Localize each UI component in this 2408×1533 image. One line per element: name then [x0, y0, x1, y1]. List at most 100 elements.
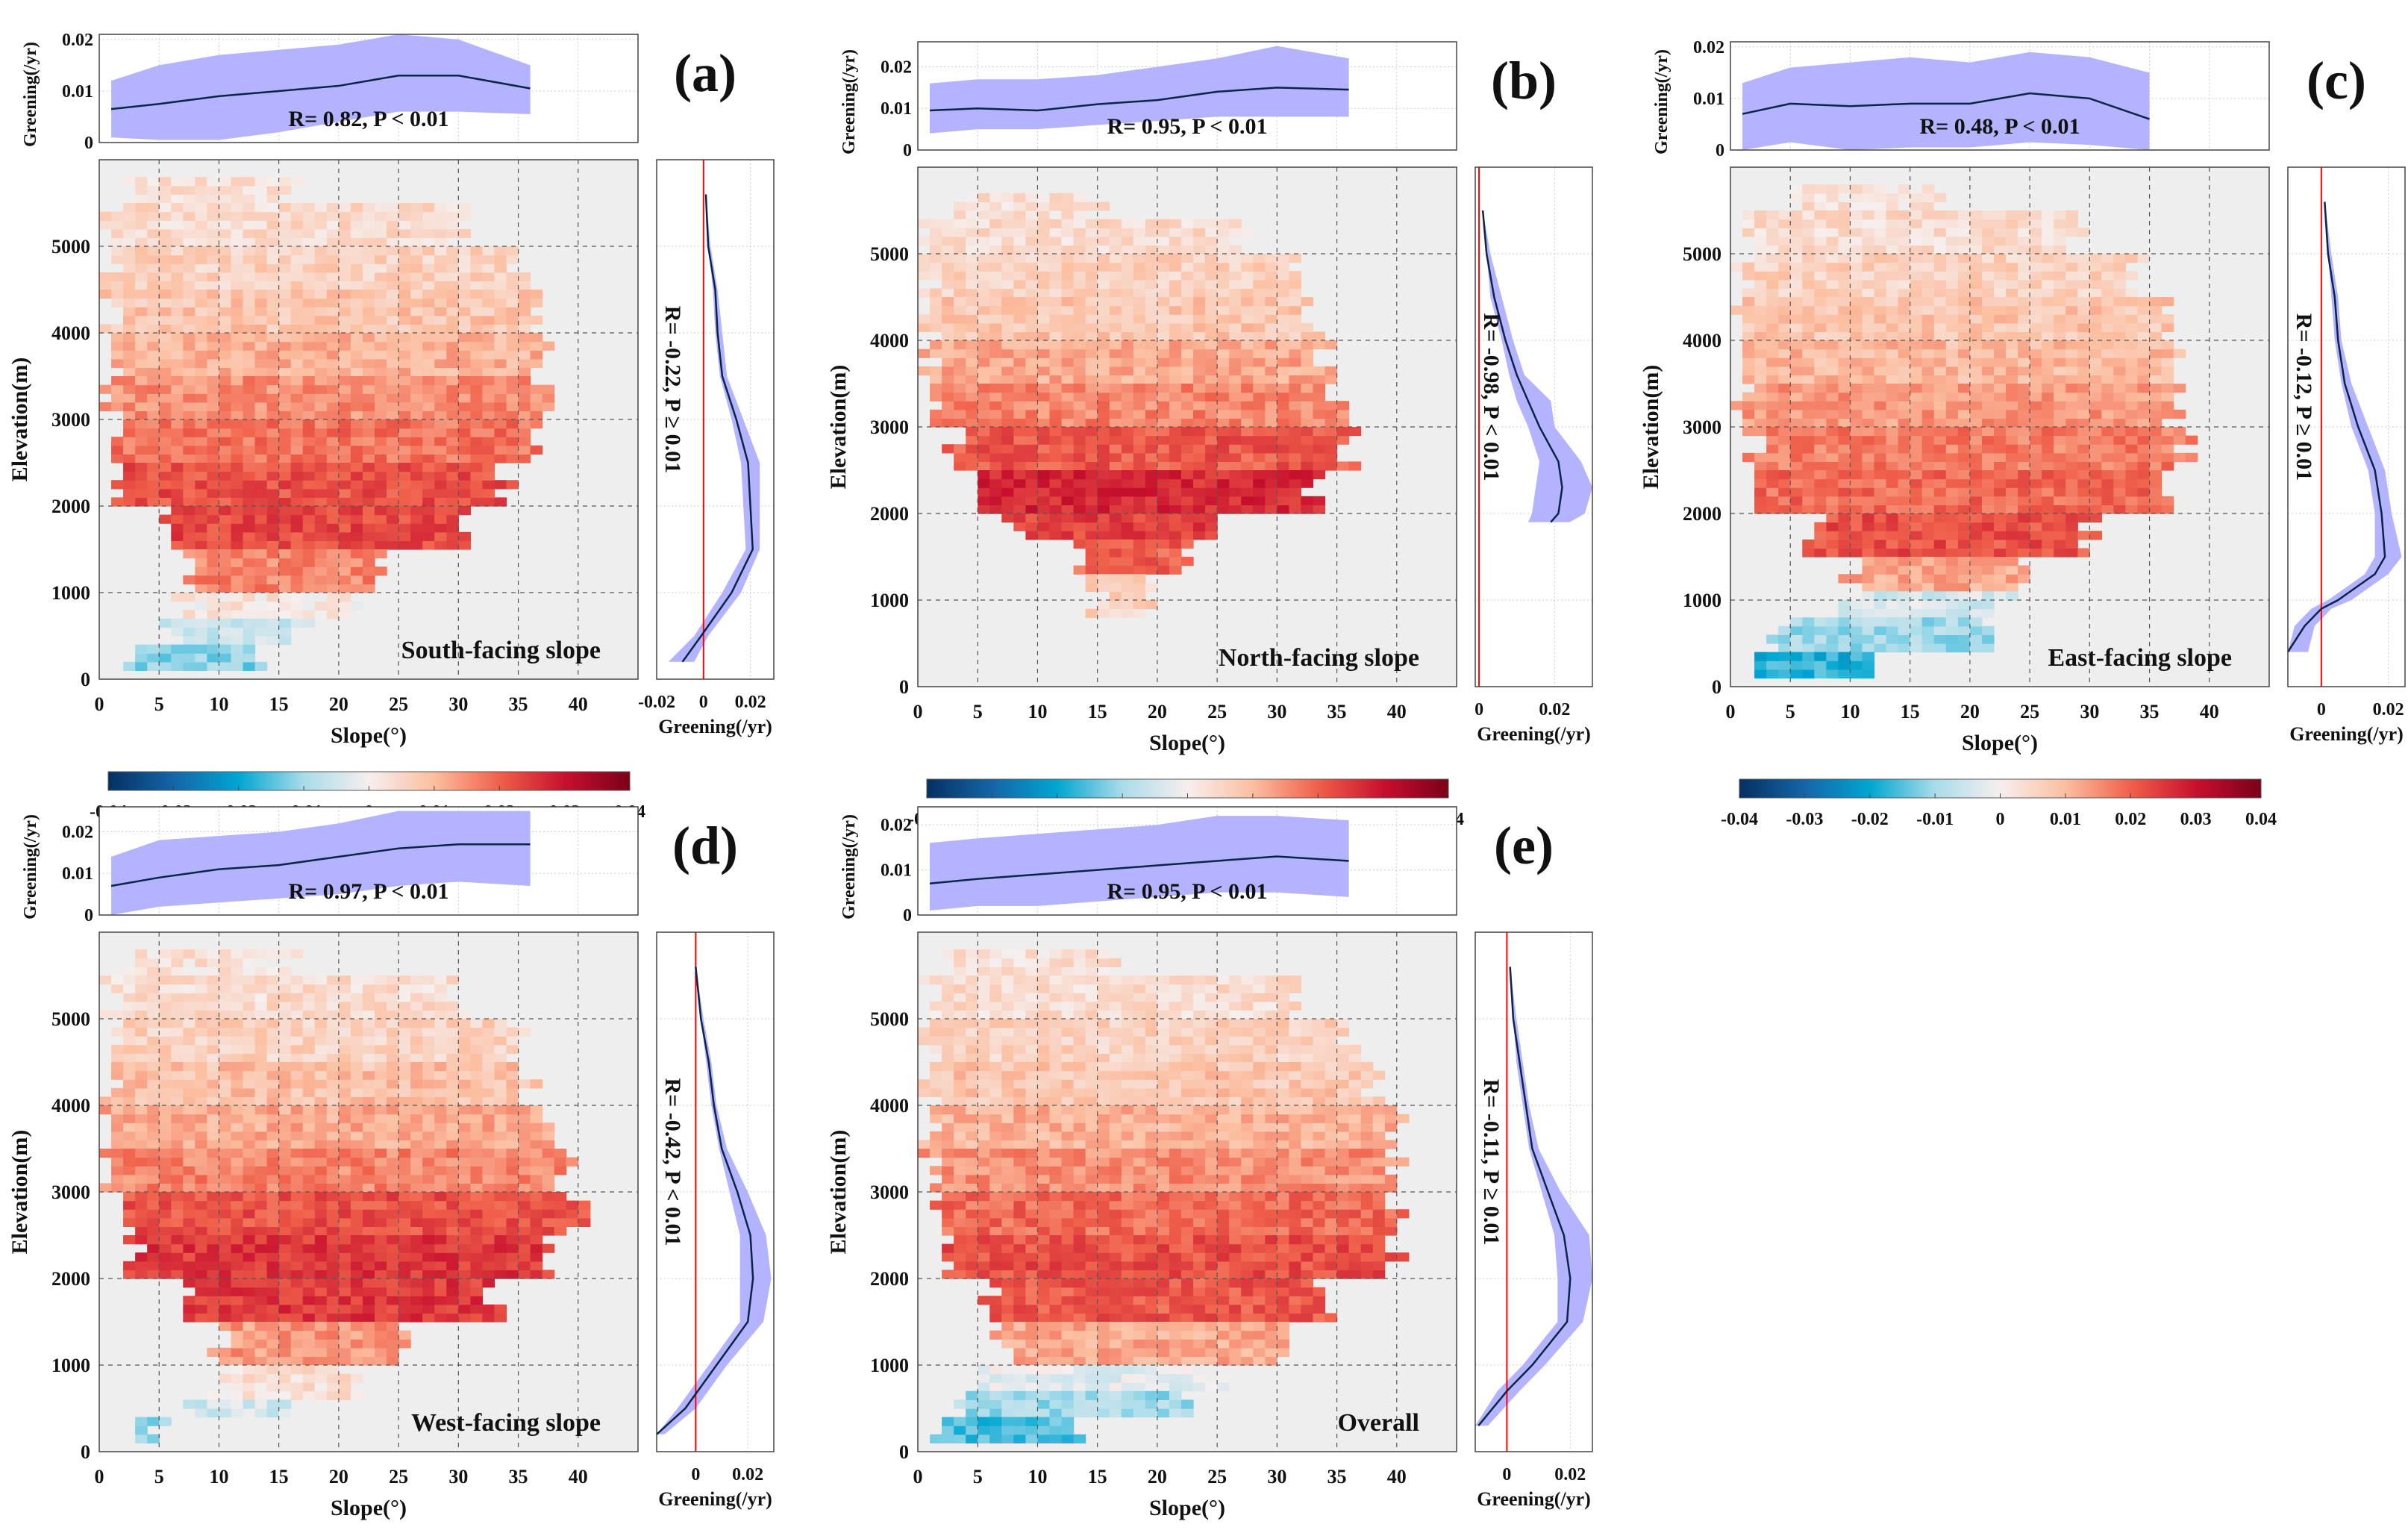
heatmap-cell	[1874, 202, 1887, 211]
heatmap-cell	[1193, 262, 1206, 272]
heatmap-cell	[1898, 193, 1911, 202]
top-correlation-stat: R= 0.95, P < 0.01	[1107, 114, 1267, 139]
heatmap-cell	[1217, 219, 1230, 228]
heatmap-cell	[1157, 340, 1170, 350]
heatmap-cell	[1145, 366, 1158, 375]
heatmap-cell	[1754, 452, 1767, 462]
heatmap-cell	[159, 454, 172, 463]
heatmap-cell	[1180, 418, 1194, 428]
heatmap-cell	[1933, 617, 1947, 627]
heatmap-cell	[1109, 427, 1122, 437]
heatmap-cell	[1898, 496, 1911, 505]
heatmap-cell	[1180, 322, 1194, 332]
heatmap-cell	[2018, 513, 2030, 523]
heatmap-cell	[135, 653, 148, 663]
heatmap-cell	[1802, 487, 1815, 497]
heatmap-cell	[1121, 435, 1134, 445]
heatmap-cell	[1778, 322, 1791, 332]
heatmap-cell	[314, 488, 328, 498]
heatmap-cell	[1778, 435, 1791, 445]
heatmap-cell	[159, 644, 172, 654]
heatmap-cell	[530, 445, 543, 455]
heatmap-cell	[1886, 591, 1899, 601]
heatmap-cell	[338, 540, 351, 550]
heatmap-cell	[482, 358, 495, 368]
top-y-tick-label: 0.01	[881, 99, 912, 119]
heatmap-cell	[231, 272, 244, 281]
heatmap-cell	[1945, 522, 1959, 531]
heatmap-cell	[458, 480, 471, 490]
heatmap-cell	[1766, 366, 1779, 375]
heatmap-cell	[2077, 384, 2090, 393]
heatmap-cell	[290, 437, 304, 446]
heatmap-cell	[1766, 219, 1779, 228]
heatmap-cell	[434, 514, 447, 524]
heatmap-cell	[231, 566, 244, 576]
heatmap-cell	[1802, 236, 1815, 246]
heatmap-cell	[458, 540, 471, 550]
heatmap-cell	[111, 281, 124, 290]
heatmap-cell	[123, 1036, 136, 1046]
heatmap-cell	[918, 322, 931, 332]
heatmap-cell	[1049, 245, 1063, 255]
heatmap-cell	[231, 558, 244, 567]
heatmap-cell	[542, 402, 555, 411]
heatmap-cell	[111, 393, 124, 403]
heatmap-cell	[375, 255, 387, 264]
heatmap-cell	[434, 540, 447, 550]
heatmap-cell	[278, 1053, 292, 1063]
heatmap-cell	[111, 1087, 124, 1097]
heatmap-cell	[147, 1010, 160, 1020]
heatmap-cell	[1121, 427, 1134, 437]
heatmap-cell	[338, 410, 351, 420]
heatmap-cell	[2113, 496, 2127, 505]
heatmap-cell	[434, 1001, 447, 1011]
heatmap-cell	[494, 281, 507, 290]
heatmap-cell	[2042, 305, 2054, 315]
heatmap-cell	[183, 1010, 196, 1020]
heatmap-cell	[1850, 254, 1863, 263]
heatmap-cell	[375, 246, 387, 256]
heatmap-cell	[2030, 505, 2042, 514]
heatmap-cell	[1133, 340, 1146, 350]
heatmap-cell	[1229, 254, 1242, 263]
heatmap-cell	[1790, 322, 1803, 332]
heatmap-cell	[482, 290, 495, 299]
heatmap-cell	[398, 463, 411, 472]
x-axis-label: Slope(°)	[331, 723, 407, 748]
heatmap-cell	[1742, 358, 1755, 367]
heatmap-cell	[1874, 548, 1887, 558]
x-tick-label: 30	[1267, 701, 1286, 722]
heatmap-cell	[1180, 375, 1194, 384]
heatmap-cell	[1862, 452, 1875, 462]
heatmap-cell	[434, 454, 447, 463]
heatmap-cell	[978, 245, 990, 255]
heatmap-cell	[422, 255, 435, 264]
heatmap-cell	[1169, 305, 1182, 315]
heatmap-cell	[1826, 418, 1839, 428]
heatmap-cell	[290, 523, 304, 533]
heatmap-cell	[278, 410, 292, 420]
heatmap-cell	[1754, 322, 1767, 332]
heatmap-cell	[1981, 305, 1995, 315]
heatmap-cell	[1241, 461, 1254, 471]
heatmap-cell	[338, 1087, 351, 1097]
heatmap-cell	[302, 1010, 316, 1020]
heatmap-cell	[171, 220, 184, 230]
heatmap-cell	[375, 497, 387, 507]
heatmap-cell	[1957, 643, 1971, 653]
heatmap-cell	[195, 471, 207, 481]
heatmap-cell	[254, 1044, 268, 1054]
heatmap-cell	[362, 549, 375, 559]
heatmap-cell	[1862, 236, 1875, 246]
heatmap-cell	[1766, 427, 1779, 437]
heatmap-cell	[362, 540, 375, 550]
heatmap-cell	[1778, 288, 1791, 298]
heatmap-cell	[2137, 392, 2151, 402]
heatmap-cell	[410, 367, 423, 377]
heatmap-cell	[1766, 478, 1779, 488]
heatmap-cell	[159, 1027, 172, 1037]
heatmap-cell	[446, 1096, 459, 1106]
heatmap-cell	[135, 211, 148, 221]
heatmap-cell	[918, 219, 931, 228]
